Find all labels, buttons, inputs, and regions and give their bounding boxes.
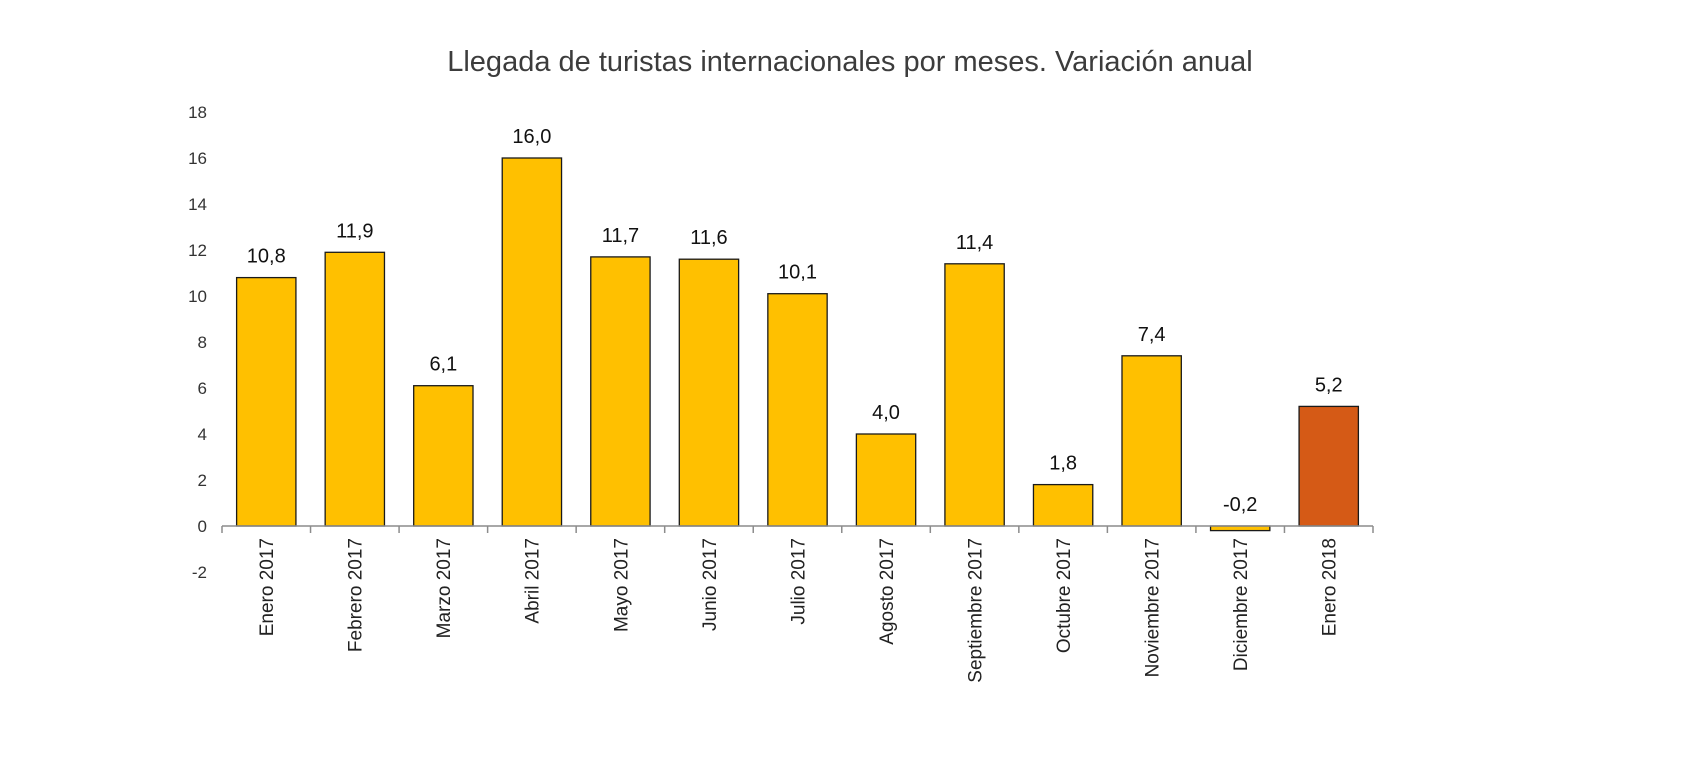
bar bbox=[1298, 405, 1360, 527]
category-label: Septiembre 2017 bbox=[965, 538, 986, 683]
y-tick-label: -2 bbox=[192, 563, 207, 582]
data-label: 11,7 bbox=[602, 225, 639, 247]
category-label: Abril 2017 bbox=[523, 538, 544, 624]
data-label: 16,0 bbox=[512, 126, 551, 148]
category-label: Diciembre 2017 bbox=[1231, 538, 1252, 671]
data-label: 11,9 bbox=[336, 220, 373, 242]
data-label: 10,8 bbox=[247, 246, 286, 268]
bar bbox=[678, 258, 740, 527]
bar bbox=[590, 256, 651, 527]
bar bbox=[1032, 483, 1094, 527]
y-tick-label: 8 bbox=[198, 333, 207, 352]
y-tick-label: 10 bbox=[188, 287, 207, 306]
data-labels: 10,8 11,9 6,1 16,0 11,7 11,6 10,1 4,0 11,4 1,8 7,4… bbox=[247, 126, 1343, 516]
bar bbox=[944, 263, 1005, 527]
category-label: Enero 2017 bbox=[257, 538, 278, 636]
bar bbox=[855, 433, 917, 527]
data-label: 7,4 bbox=[1138, 324, 1166, 346]
y-tick-label: 14 bbox=[188, 195, 207, 214]
bar bbox=[1121, 355, 1182, 527]
bars bbox=[235, 157, 1360, 532]
category-label: Marzo 2017 bbox=[434, 538, 455, 638]
category-label: Noviembre 2017 bbox=[1142, 538, 1163, 677]
bar bbox=[235, 276, 297, 527]
y-tick-label: 6 bbox=[198, 379, 207, 398]
y-axis-ticks: -2 0 2 4 6 8 10 12 14 16 18 bbox=[188, 103, 207, 582]
chart-title: Llegada de turistas internacionales por … bbox=[447, 46, 1253, 78]
bar bbox=[501, 157, 563, 527]
category-label: Febrero 2017 bbox=[346, 538, 367, 652]
category-label: Julio 2017 bbox=[788, 538, 809, 625]
category-label: Octubre 2017 bbox=[1054, 538, 1075, 653]
x-axis-ticks bbox=[221, 526, 1374, 533]
data-label: 4,0 bbox=[872, 402, 900, 424]
bar bbox=[767, 293, 828, 527]
category-labels: Enero 2017 Febrero 2017 Marzo 2017 Abril 20… bbox=[257, 538, 1340, 683]
category-label: Enero 2018 bbox=[1320, 538, 1341, 636]
data-label: 6,1 bbox=[429, 354, 457, 376]
data-label: 11,4 bbox=[956, 232, 993, 254]
y-tick-label: 16 bbox=[188, 149, 207, 168]
y-tick-label: 2 bbox=[198, 471, 207, 490]
data-label: -0,2 bbox=[1223, 494, 1257, 516]
data-label: 5,2 bbox=[1315, 374, 1343, 396]
category-label: Mayo 2017 bbox=[611, 538, 632, 632]
y-tick-label: 18 bbox=[188, 103, 207, 122]
data-label: 11,6 bbox=[690, 227, 727, 249]
data-label: 10,1 bbox=[778, 262, 817, 284]
category-label: Junio 2017 bbox=[700, 538, 721, 631]
bar bbox=[413, 385, 474, 527]
y-tick-label: 4 bbox=[198, 425, 207, 444]
y-tick-label: 0 bbox=[198, 517, 207, 536]
bar bbox=[324, 251, 386, 527]
y-tick-label: 12 bbox=[188, 241, 207, 260]
data-label: 1,8 bbox=[1049, 453, 1077, 475]
category-label: Agosto 2017 bbox=[877, 538, 898, 645]
